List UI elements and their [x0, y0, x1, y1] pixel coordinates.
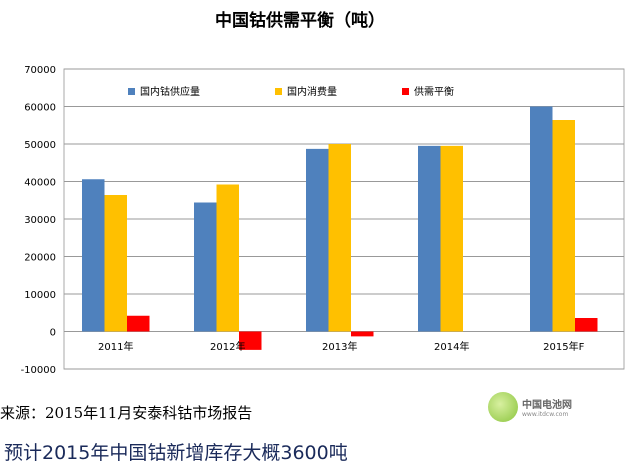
logo: 中国电池网 www.itdcw.com: [488, 392, 572, 422]
bar-0: [194, 202, 217, 332]
logo-url: www.itdcw.com: [522, 411, 569, 418]
x-tick-label: 2013年: [322, 340, 357, 353]
bar-2: [575, 318, 598, 332]
bar-1: [216, 184, 239, 332]
logo-name: 中国电池网: [522, 400, 572, 411]
x-tick-label: 2011年: [98, 340, 133, 353]
chart-title: 中国钴供需平衡（吨）: [215, 11, 385, 31]
y-tick-label: 50000: [24, 140, 56, 151]
bar-0: [82, 179, 105, 332]
y-tick-label: 30000: [24, 215, 56, 226]
legend-swatch: [275, 88, 282, 95]
y-tick-label: 40000: [24, 178, 56, 189]
bar-2: [351, 331, 374, 337]
bar-0: [418, 145, 441, 332]
bar-0: [530, 106, 553, 332]
bar-0: [306, 148, 329, 332]
x-tick-label: 2015年F: [543, 340, 584, 353]
bar-1: [328, 144, 351, 332]
legend-label: 供需平衡: [414, 85, 454, 98]
logo-icon: [488, 392, 518, 422]
y-tick-label: -10000: [21, 365, 56, 376]
source-text: 来源：2015年11月安泰科钴市场报告: [0, 404, 253, 422]
y-tick-label: 70000: [24, 65, 56, 76]
bar-2: [127, 315, 150, 332]
y-tick-label: 0: [50, 328, 56, 339]
y-tick-label: 10000: [24, 290, 56, 301]
bar-1: [440, 145, 463, 332]
legend-swatch: [402, 88, 409, 95]
y-tick-label: 20000: [24, 253, 56, 264]
bar-chart: -10000 0 10000 20000 30000 40000 50000 60000 700…: [21, 65, 625, 376]
legend-label: 国内消费量: [287, 85, 337, 98]
x-tick-label: 2014年: [434, 340, 469, 353]
y-tick-label: 60000: [24, 103, 56, 114]
x-tick-label: 2012年: [210, 340, 245, 353]
bar-1: [552, 120, 575, 332]
bar-1: [104, 195, 127, 332]
legend-swatch: [128, 88, 135, 95]
bar-2: [239, 331, 262, 350]
note-text: 预计2015年中国钴新增库存大概3600吨: [4, 442, 348, 464]
legend-label: 国内钴供应量: [140, 85, 200, 98]
